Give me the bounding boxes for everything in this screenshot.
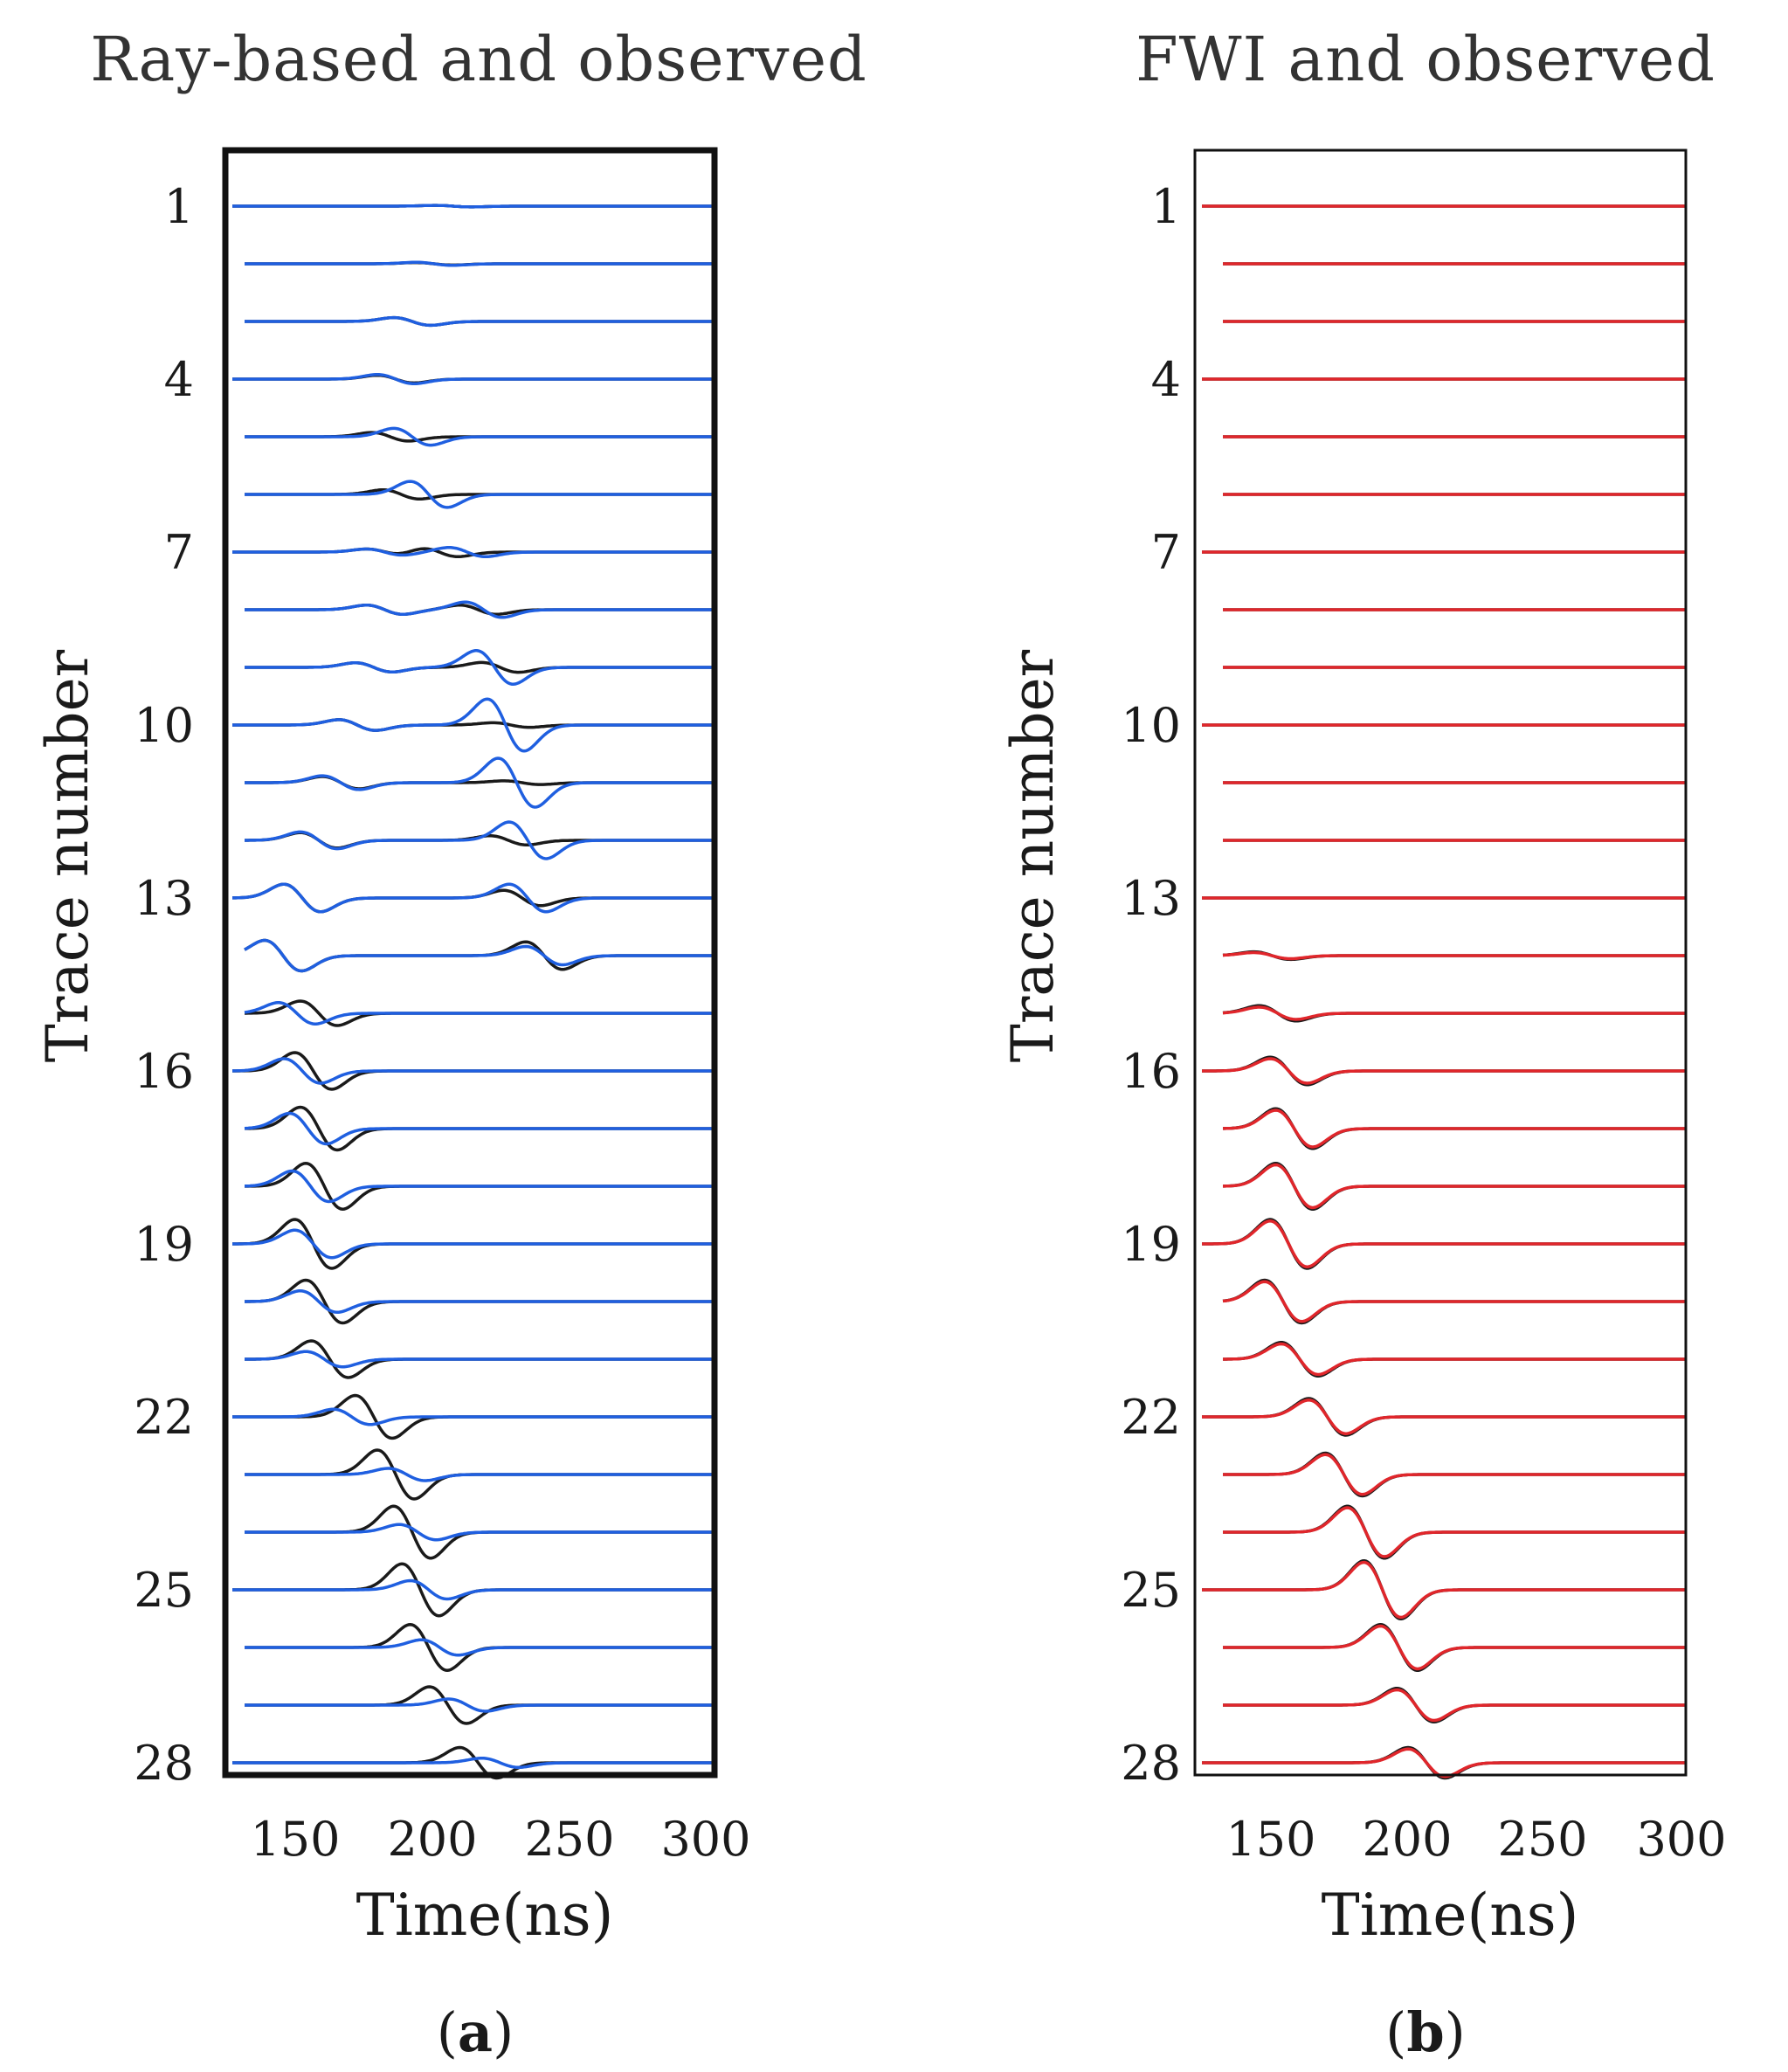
panel-a-ray-based-trace-18 bbox=[245, 1169, 715, 1204]
panel-b-ytick-label: 7 bbox=[1151, 525, 1181, 580]
panel-b-xtick-label: 150 bbox=[1225, 1812, 1315, 1867]
panel-a-ray-based: Ray-based and observed 1 4 7 10 13 16 19… bbox=[34, 24, 867, 2064]
panel-b-y-axis-label: Trace number bbox=[999, 649, 1067, 1062]
panel-b-ytick-label: 19 bbox=[1121, 1217, 1181, 1272]
panel-b-fwi: FWI and observed 1 4 7 10 13 16 19 22 25… bbox=[999, 24, 1727, 2064]
panel-b-fwi-trace-21 bbox=[1223, 1342, 1686, 1377]
panel-b-ytick-label: 1 bbox=[1151, 179, 1181, 234]
panel-a-ytick-label: 28 bbox=[134, 1736, 194, 1791]
panel-a-title: Ray-based and observed bbox=[90, 24, 867, 95]
panel-a-ytick-label: 22 bbox=[134, 1390, 194, 1445]
panel-b-fwi-trace-22 bbox=[1202, 1399, 1686, 1435]
panel-b-fwi-trace-24 bbox=[1223, 1506, 1686, 1558]
panel-b-fwi-trace-16 bbox=[1202, 1057, 1686, 1085]
panel-b-caption-open: ( bbox=[1385, 2000, 1406, 2064]
panel-a-ray-based-trace-17 bbox=[244, 1111, 715, 1146]
panel-b-fwi-trace-19 bbox=[1202, 1219, 1686, 1268]
panel-b-traces bbox=[1202, 204, 1686, 1780]
panel-a-ray-based-trace-25 bbox=[232, 1578, 715, 1601]
panel-b-caption-letter: b bbox=[1406, 2000, 1444, 2064]
panel-a-ray-based-trace-10 bbox=[232, 697, 715, 753]
panel-a-ray-based-trace-12 bbox=[245, 820, 715, 860]
panel-a-ytick-label: 19 bbox=[134, 1217, 194, 1272]
panel-a-axes-frame bbox=[222, 147, 718, 1778]
panel-a-ray-based-trace-9 bbox=[245, 649, 715, 686]
panel-b-ytick-label: 22 bbox=[1121, 1390, 1181, 1445]
panel-a-xtick-label: 300 bbox=[660, 1812, 750, 1867]
panel-a-ray-based-trace-8 bbox=[245, 600, 715, 619]
panel-a-ray-based-trace-1 bbox=[232, 204, 715, 209]
panel-a-ray-based-trace-21 bbox=[245, 1350, 715, 1369]
panel-a-caption-open: ( bbox=[437, 2000, 458, 2064]
panel-b-fwi-trace-15 bbox=[1222, 1005, 1686, 1021]
panel-a-ray-based-trace-3 bbox=[245, 315, 715, 328]
panel-b-xtick-label: 250 bbox=[1497, 1812, 1587, 1867]
panel-a-ytick-label: 16 bbox=[134, 1044, 194, 1099]
panel-a-caption-letter: a bbox=[458, 2000, 493, 2064]
panel-a-ytick-label: 4 bbox=[164, 352, 194, 407]
panel-b-fwi-trace-28 bbox=[1202, 1747, 1686, 1778]
panel-a-ray-based-trace-19 bbox=[232, 1228, 715, 1260]
panel-b-y-tick-labels: 1 4 7 10 13 16 19 22 25 28 bbox=[1121, 179, 1181, 1791]
panel-b-x-axis-label: Time(ns) bbox=[1322, 1882, 1579, 1949]
panel-a-ray-based-trace-16 bbox=[232, 1057, 715, 1085]
panel-a-x-tick-labels: 150 200 250 300 bbox=[250, 1812, 750, 1867]
panel-a-ray-based-trace-26 bbox=[245, 1638, 715, 1657]
panel-a-ray-based-trace-5 bbox=[245, 426, 715, 447]
panel-b-ytick-label: 25 bbox=[1121, 1563, 1181, 1618]
panel-b-xtick-label: 300 bbox=[1636, 1812, 1726, 1867]
panel-a-ray-based-trace-22 bbox=[232, 1407, 715, 1426]
panel-b-ytick-label: 4 bbox=[1151, 352, 1181, 407]
panel-a-y-tick-labels: 1 4 7 10 13 16 19 22 25 28 bbox=[134, 179, 194, 1791]
panel-a-xtick-label: 200 bbox=[387, 1812, 477, 1867]
panel-a-ray-based-trace-4 bbox=[232, 373, 715, 385]
panel-a-ray-based-trace-23 bbox=[245, 1467, 715, 1482]
panel-a-ray-based-trace-7 bbox=[232, 546, 715, 558]
panel-a-caption: (a) bbox=[437, 2000, 514, 2064]
panel-a-ray-based-trace-24 bbox=[245, 1523, 715, 1542]
panel-a-ray-based-trace-6 bbox=[245, 480, 715, 509]
panel-a-ray-based-trace-20 bbox=[245, 1289, 715, 1314]
panel-a-ray-based-trace-2 bbox=[245, 260, 715, 267]
panel-b-fwi-trace-20 bbox=[1222, 1280, 1686, 1323]
panel-b-fwi-trace-14 bbox=[1222, 950, 1686, 961]
panel-a-ytick-label: 10 bbox=[134, 698, 194, 753]
panel-a-x-axis-label: Time(ns) bbox=[356, 1882, 614, 1949]
panel-b-caption: (b) bbox=[1385, 2000, 1466, 2064]
panel-a-ytick-label: 1 bbox=[164, 179, 194, 234]
panel-b-ytick-label: 28 bbox=[1121, 1736, 1181, 1791]
panel-b-fwi-trace-27 bbox=[1223, 1688, 1686, 1723]
panel-b-xtick-label: 200 bbox=[1362, 1812, 1452, 1867]
panel-b-fwi-trace-25 bbox=[1202, 1560, 1686, 1620]
panel-a-ray-based-trace-27 bbox=[245, 1697, 715, 1713]
panel-a-ytick-label: 25 bbox=[134, 1563, 194, 1618]
panel-a-ray-based-trace-15 bbox=[244, 1001, 715, 1026]
panel-a-y-axis-label: Trace number bbox=[34, 649, 101, 1062]
panel-a-xtick-label: 250 bbox=[524, 1812, 614, 1867]
panel-b-fwi-trace-23 bbox=[1223, 1453, 1686, 1496]
panel-b-caption-close: ) bbox=[1445, 2000, 1466, 2064]
panel-a-ray-based-trace-28 bbox=[232, 1757, 715, 1769]
panel-b-fwi-trace-17 bbox=[1223, 1109, 1686, 1149]
panel-a-ray-based-trace-14 bbox=[244, 938, 715, 973]
panel-b-x-tick-labels: 150 200 250 300 bbox=[1225, 1812, 1726, 1867]
panel-a-caption-close: ) bbox=[493, 2000, 514, 2064]
panel-b-axes-frame bbox=[1193, 148, 1688, 1777]
panel-a-traces bbox=[232, 204, 715, 1780]
panel-b-fwi-trace-18 bbox=[1223, 1163, 1686, 1210]
panel-a-ytick-label: 7 bbox=[164, 525, 194, 580]
panel-a-xtick-label: 150 bbox=[250, 1812, 340, 1867]
panel-b-fwi-trace-26 bbox=[1223, 1624, 1686, 1671]
panel-b-title: FWI and observed bbox=[1136, 24, 1716, 95]
panel-b-ytick-label: 13 bbox=[1121, 871, 1181, 926]
panel-b-ytick-label: 10 bbox=[1121, 698, 1181, 753]
panel-a-ray-based-trace-13 bbox=[232, 882, 715, 914]
panel-a-ytick-label: 13 bbox=[134, 871, 194, 926]
panel-b-ytick-label: 16 bbox=[1121, 1044, 1181, 1099]
panel-a-ray-based-trace-11 bbox=[245, 756, 715, 809]
